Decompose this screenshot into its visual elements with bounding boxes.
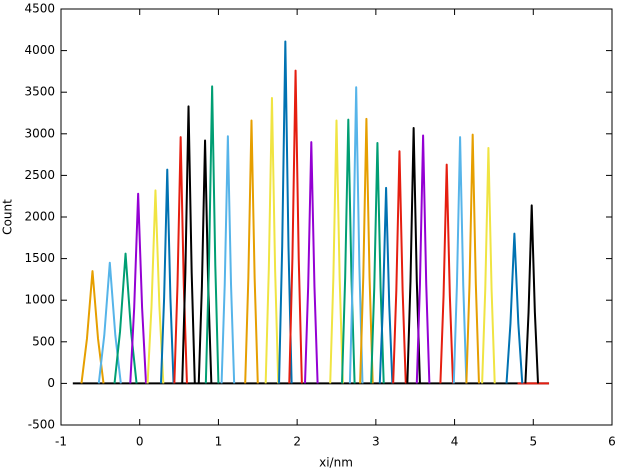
- series-line: [439, 163, 454, 384]
- y-tick-label: 1000: [24, 293, 55, 307]
- x-tick-label: -1: [55, 435, 67, 449]
- series-line: [181, 105, 196, 384]
- y-tick-label: 3000: [24, 126, 55, 140]
- series-line: [415, 134, 431, 384]
- series-line: [288, 69, 303, 384]
- series-line: [329, 119, 344, 384]
- series-line: [80, 270, 105, 384]
- y-tick-label: 2500: [24, 168, 55, 182]
- y-tick-label: 1500: [24, 251, 55, 265]
- series-line: [465, 133, 480, 384]
- series-line: [278, 40, 293, 384]
- x-tick-label: 6: [608, 435, 616, 449]
- series-line: [159, 168, 175, 384]
- series-line: [359, 117, 374, 384]
- x-axis-label: xi/nm: [319, 456, 353, 468]
- series-line: [220, 135, 236, 384]
- x-tick-label: 4: [451, 435, 459, 449]
- series-line: [304, 141, 319, 384]
- series-line: [197, 139, 213, 384]
- x-tick-label: 3: [372, 435, 380, 449]
- series-line: [244, 119, 259, 384]
- y-tick-label: 500: [32, 334, 55, 348]
- series-line: [452, 136, 468, 384]
- series-line: [146, 189, 165, 384]
- series-line: [524, 204, 540, 384]
- series-line: [406, 126, 421, 384]
- x-tick-label: 5: [529, 435, 537, 449]
- x-tick-label: 0: [136, 435, 144, 449]
- x-tick-label: 1: [215, 435, 223, 449]
- series-line: [264, 97, 280, 384]
- plot-frame: [60, 8, 613, 426]
- y-tick-label: 0: [47, 376, 55, 390]
- series-line: [204, 85, 220, 384]
- y-tick-label: 3500: [24, 85, 55, 99]
- x-tick-label: 2: [293, 435, 301, 449]
- series-line: [129, 192, 148, 384]
- series-line: [481, 146, 496, 384]
- y-tick-label: 4000: [24, 43, 55, 57]
- series-line: [392, 150, 407, 384]
- y-tick-label: 2000: [24, 210, 55, 224]
- series-line: [505, 232, 524, 384]
- series-line: [378, 186, 394, 384]
- y-tick-label: -500: [28, 418, 55, 432]
- series-line: [348, 86, 364, 384]
- y-axis-label: Count: [1, 199, 15, 235]
- y-tick-label: 4500: [24, 2, 55, 16]
